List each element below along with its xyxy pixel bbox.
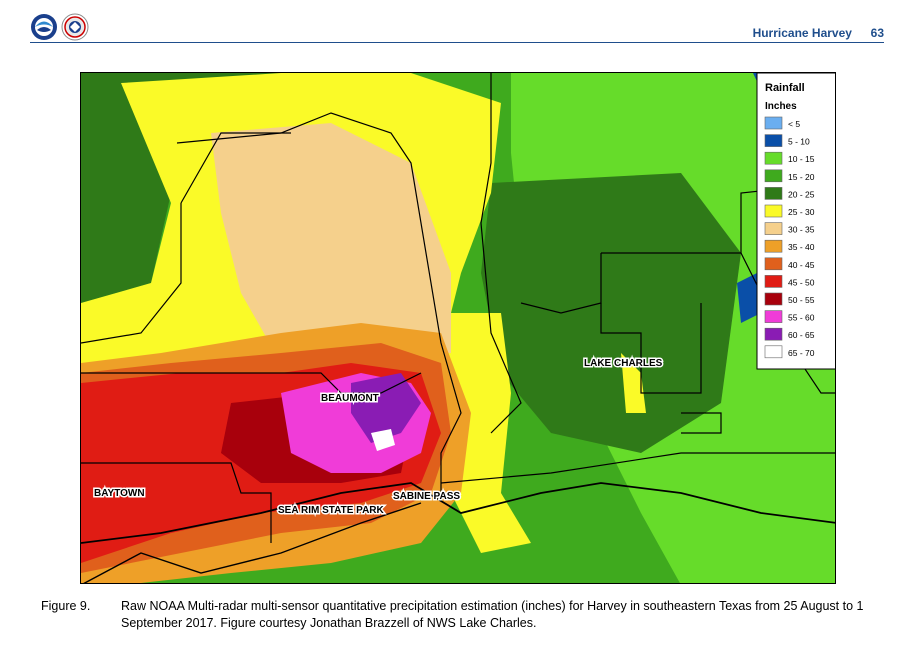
legend-swatch xyxy=(764,292,783,306)
legend-swatch xyxy=(764,310,783,323)
legend-swatch xyxy=(764,116,783,130)
legend-title: Rainfall xyxy=(765,82,805,94)
rainfall-field-30-35 xyxy=(211,123,451,363)
rainfall-map-graphic: BEAUMONT LAKE CHARLES BAYTOWN SEA RIM ST… xyxy=(81,73,835,583)
nws-logo-icon xyxy=(61,13,89,41)
legend-label: 40 - 45 xyxy=(788,260,815,270)
report-title: Hurricane Harvey xyxy=(752,26,852,40)
noaa-logo-icon xyxy=(31,14,57,40)
beaumont-label: BEAUMONT xyxy=(321,393,379,404)
rainfall-field-5-10-east xyxy=(737,273,761,323)
legend-swatch xyxy=(764,222,783,235)
baytown-label: BAYTOWN xyxy=(94,488,145,499)
legend-swatch xyxy=(764,169,783,183)
legend-label: 30 - 35 xyxy=(788,225,815,235)
legend-swatch xyxy=(764,327,783,341)
legend-label: 25 - 30 xyxy=(788,207,815,217)
agency-logos xyxy=(30,12,90,42)
legend-swatch xyxy=(764,275,783,288)
lake-charles-label: LAKE CHARLES xyxy=(584,358,663,369)
legend-label: 45 - 50 xyxy=(788,277,815,287)
rainfall-field-25-30-lake-charles xyxy=(621,353,646,413)
legend-swatch xyxy=(764,151,783,165)
legend-label: < 5 xyxy=(788,119,800,129)
legend-label: 35 - 40 xyxy=(788,242,815,252)
legend-items: < 5 5 - 10 10 - 15 15 - 20 20 - 25 25 - 30 30 … xyxy=(764,116,815,359)
header-divider xyxy=(30,42,884,43)
legend-swatch xyxy=(764,204,783,218)
legend-label: 20 - 25 xyxy=(788,189,815,199)
legend-label: 55 - 60 xyxy=(788,313,815,323)
legend-label: 50 - 55 xyxy=(788,295,815,305)
legend-units: Inches xyxy=(765,101,797,112)
header-title: Hurricane Harvey 63 xyxy=(753,26,884,40)
legend-swatch xyxy=(764,239,783,253)
legend-label: 10 - 15 xyxy=(788,154,815,164)
caption-text: Raw NOAA Multi-radar multi-sensor quanti… xyxy=(121,599,864,630)
legend-swatch xyxy=(764,257,783,271)
legend-swatch xyxy=(764,345,783,359)
rainfall-map: BEAUMONT LAKE CHARLES BAYTOWN SEA RIM ST… xyxy=(80,72,836,584)
legend-swatch xyxy=(764,134,783,147)
rainfall-field-20-25-central xyxy=(481,173,741,453)
rainfall-legend: Rainfall Inches < 5 5 - 10 10 - 15 15 - 20 2… xyxy=(756,73,835,370)
legend-label: 60 - 65 xyxy=(788,330,815,340)
figure-label: Figure 9. xyxy=(41,599,91,613)
sabine-pass-label: SABINE PASS xyxy=(393,491,460,502)
page-number: 63 xyxy=(870,26,884,40)
rainfall-field-65-70 xyxy=(371,429,395,451)
coastline xyxy=(81,482,835,544)
place-labels: BEAUMONT LAKE CHARLES BAYTOWN SEA RIM ST… xyxy=(93,357,665,518)
legend-label: 65 - 70 xyxy=(788,348,815,358)
legend-label: 5 - 10 xyxy=(788,137,810,147)
sea-rim-state-park-label: SEA RIM STATE PARK xyxy=(278,505,385,516)
rainfall-field-60-65 xyxy=(351,373,421,443)
legend-label: 15 - 20 xyxy=(788,172,815,182)
bay-shoreline xyxy=(83,502,422,583)
rainfall-field-20-25-west xyxy=(81,73,281,303)
legend-swatch xyxy=(764,187,783,200)
